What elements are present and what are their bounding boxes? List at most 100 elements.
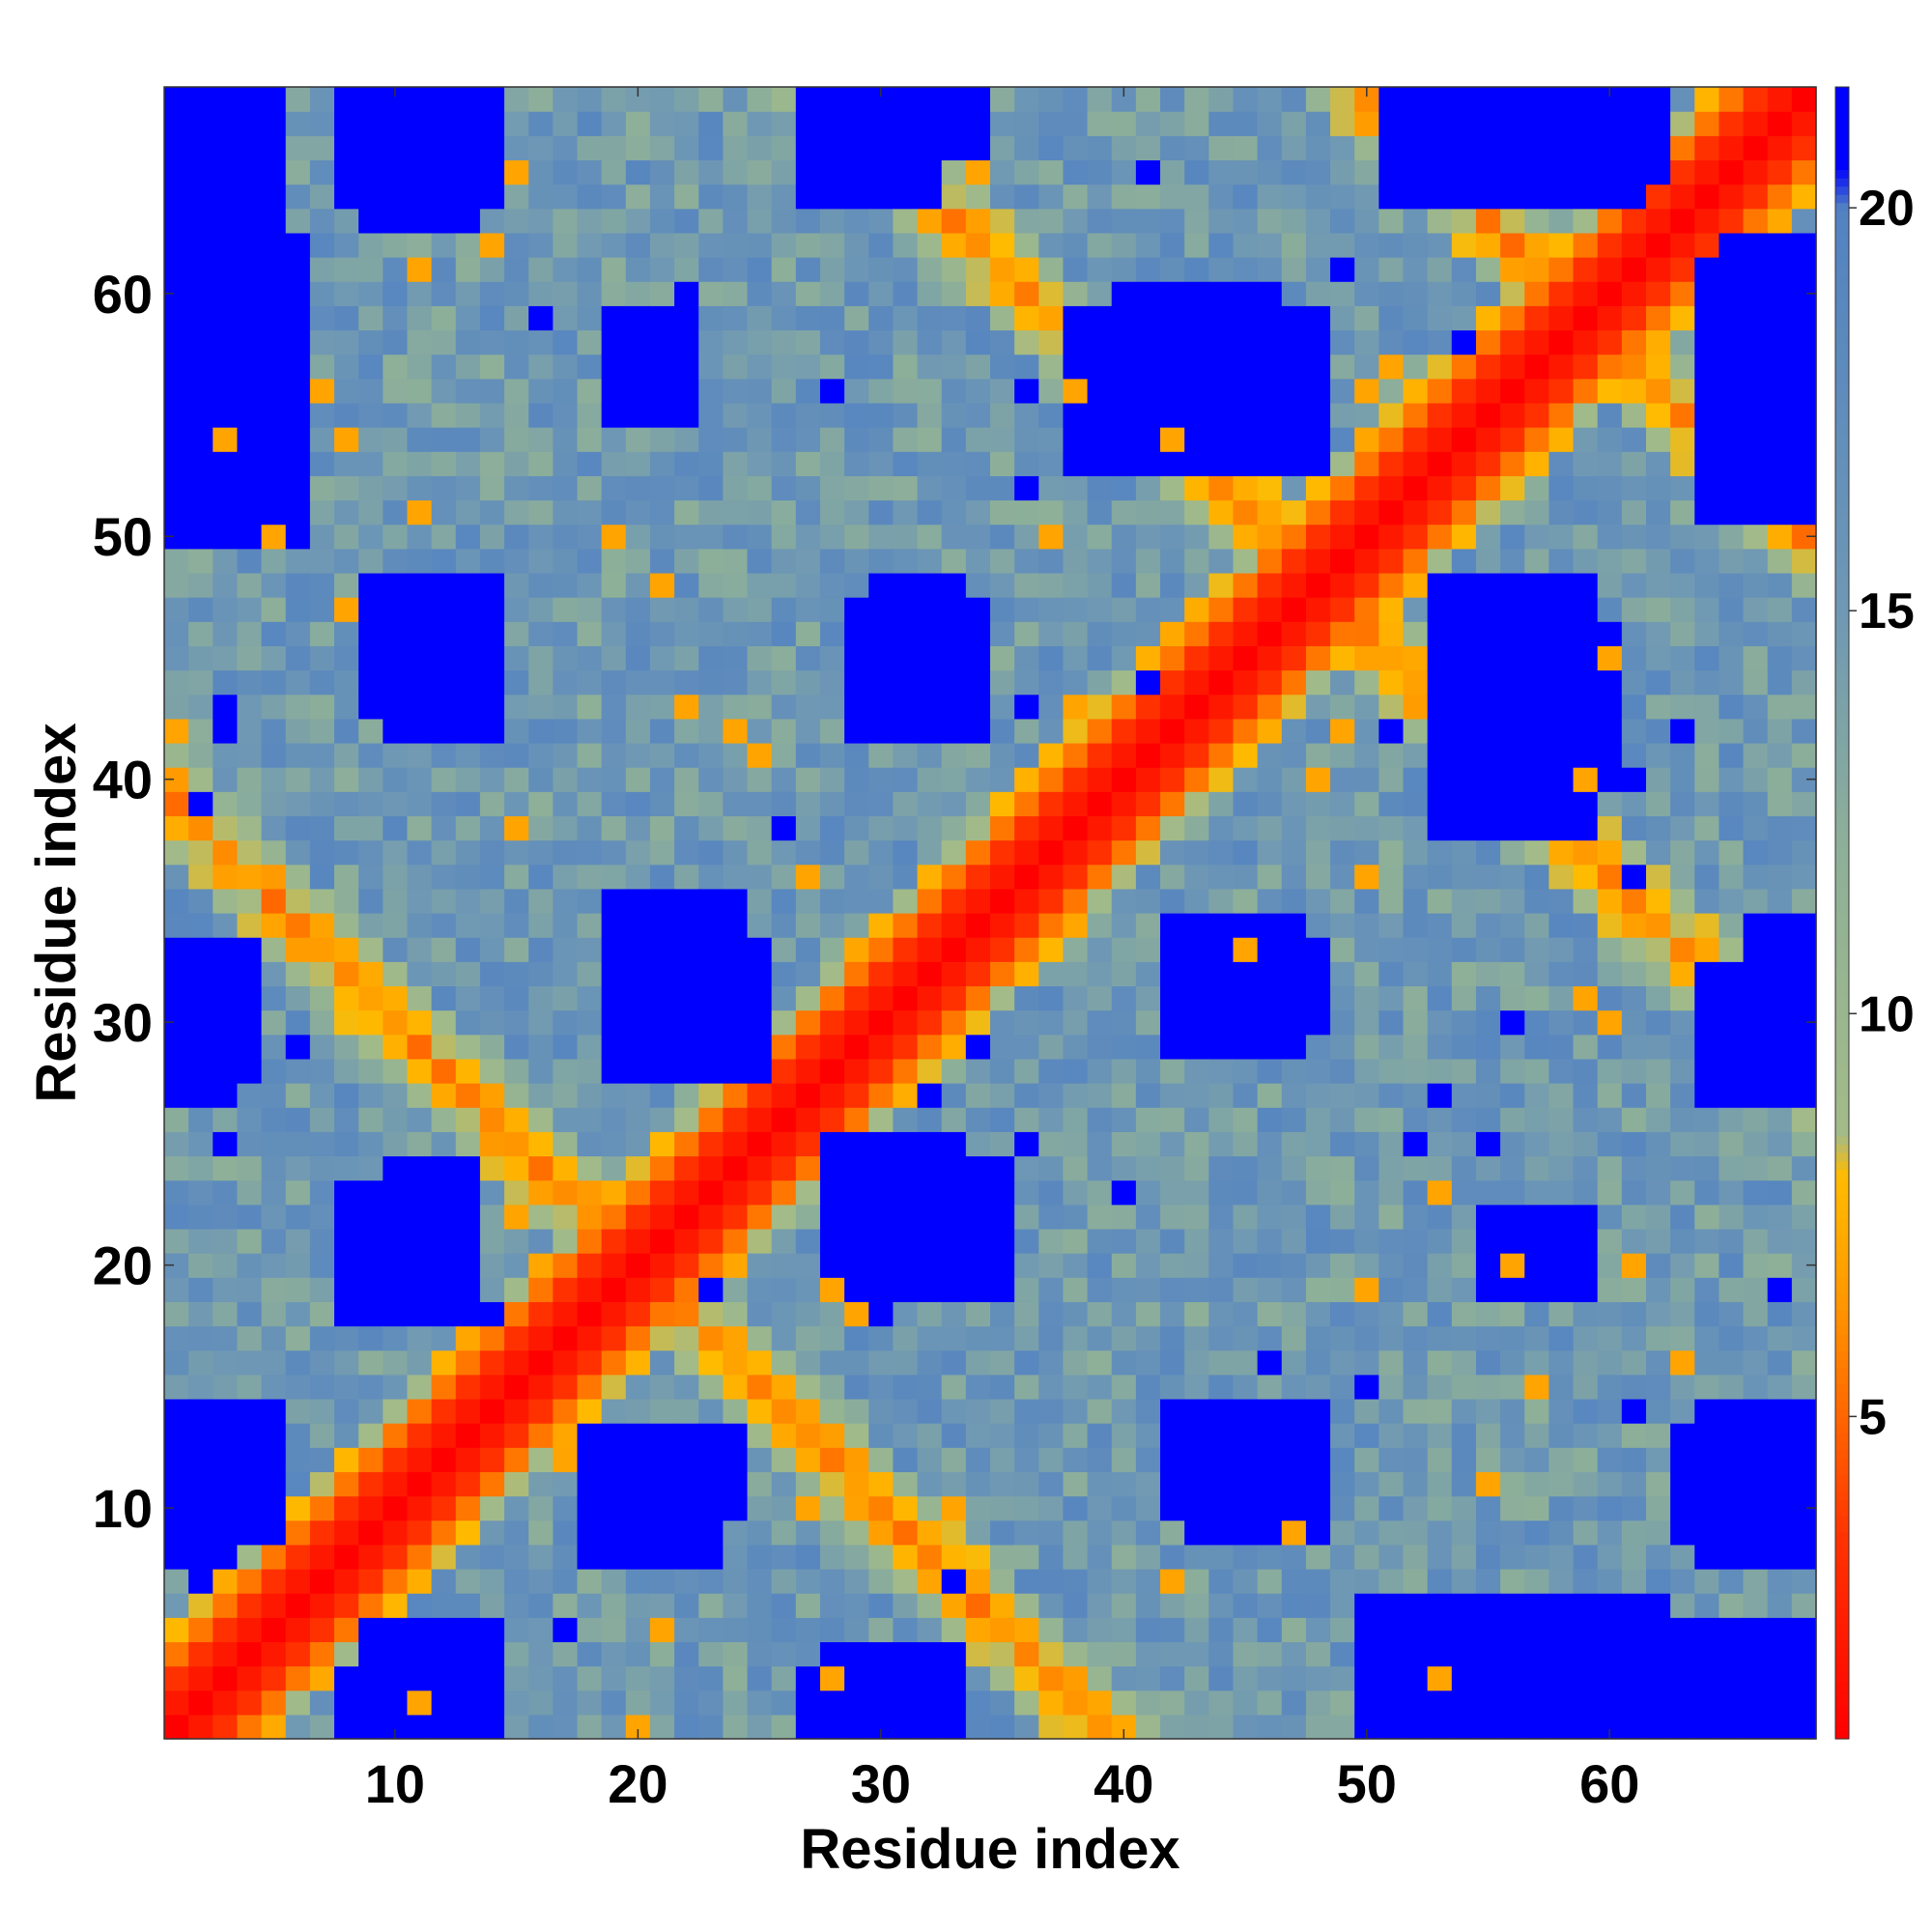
heatmap-cell: [455, 742, 481, 768]
heatmap-cell: [577, 329, 603, 355]
heatmap-cell: [1233, 354, 1259, 380]
heatmap-cell: [1233, 597, 1259, 622]
heatmap-cell: [1354, 208, 1379, 234]
heatmap-cell: [1475, 232, 1501, 258]
heatmap-cell: [213, 985, 239, 1011]
heatmap-cell: [455, 305, 481, 331]
heatmap-cell: [455, 985, 481, 1011]
heatmap-cell: [1573, 1179, 1599, 1206]
heatmap-cell: [1208, 135, 1235, 161]
heatmap-cell: [431, 1131, 457, 1157]
heatmap-cell: [188, 135, 213, 161]
heatmap-cell: [1354, 1107, 1379, 1132]
heatmap-cell: [1427, 1641, 1453, 1667]
heatmap-cell: [1451, 87, 1477, 112]
heatmap-cell: [528, 742, 554, 768]
heatmap-cell: [309, 1544, 335, 1570]
heatmap-cell: [1475, 548, 1501, 574]
heatmap-cell: [1330, 1495, 1355, 1521]
heatmap-cell: [844, 718, 869, 744]
heatmap-cell: [1111, 815, 1137, 841]
heatmap-cell: [625, 669, 651, 696]
heatmap-cell: [1451, 232, 1477, 258]
heatmap-cell: [698, 1398, 724, 1424]
heatmap-cell: [1135, 621, 1161, 646]
heatmap-cell: [1475, 305, 1501, 331]
heatmap-cell: [577, 1204, 603, 1230]
heatmap-cell: [965, 159, 991, 185]
heatmap-cell: [1135, 1009, 1161, 1036]
heatmap-cell: [1427, 961, 1453, 987]
heatmap-cell: [455, 815, 481, 841]
heatmap-cell: [1038, 621, 1065, 646]
heatmap-cell: [771, 402, 797, 428]
heatmap-cell: [1111, 1544, 1137, 1570]
heatmap-cell: [1038, 572, 1065, 598]
heatmap-cell: [383, 1641, 409, 1667]
heatmap-cell: [1427, 1301, 1453, 1327]
heatmap-cell: [1087, 645, 1113, 671]
heatmap-cell: [844, 645, 869, 671]
heatmap-cell: [1208, 329, 1235, 355]
heatmap-cell: [1014, 1495, 1039, 1521]
heatmap-cell: [261, 135, 287, 161]
heatmap-cell: [577, 1058, 603, 1084]
heatmap-cell: [1403, 694, 1429, 720]
heatmap-cell: [1038, 1155, 1065, 1181]
heatmap-cell: [1719, 378, 1745, 404]
heatmap-cell: [1208, 767, 1235, 792]
heatmap-cell: [504, 1665, 529, 1691]
heatmap-cell: [1694, 208, 1720, 234]
heatmap-cell: [601, 402, 627, 428]
heatmap-cell: [358, 1374, 384, 1400]
heatmap-cell: [965, 1495, 991, 1521]
heatmap-cell: [1160, 1058, 1185, 1084]
heatmap-cell: [285, 1568, 311, 1594]
heatmap-cell: [1063, 1593, 1089, 1618]
heatmap-cell: [1257, 1714, 1283, 1740]
heatmap-cell: [1184, 1034, 1209, 1060]
heatmap-cell: [1548, 1568, 1575, 1594]
heatmap-cell: [747, 135, 773, 161]
heatmap-cell: [285, 1179, 311, 1206]
heatmap-cell: [965, 1204, 991, 1230]
heatmap-cell: [1743, 135, 1769, 161]
heatmap-cell: [1645, 257, 1671, 282]
heatmap-cell: [455, 208, 481, 234]
heatmap-cell: [698, 1593, 724, 1618]
heatmap-cell: [1475, 1495, 1501, 1521]
heatmap-cell: [649, 1301, 675, 1327]
heatmap-cell: [1451, 1568, 1477, 1594]
heatmap-cell: [1330, 985, 1355, 1011]
heatmap-cell: [819, 839, 845, 866]
heatmap-cell: [674, 499, 699, 526]
heatmap-cell: [990, 839, 1015, 866]
heatmap-cell: [1330, 1641, 1355, 1667]
colorbar-segment: [1835, 690, 1849, 699]
heatmap-cell: [893, 281, 919, 306]
heatmap-cell: [1451, 718, 1477, 744]
heatmap-cell: [941, 1350, 967, 1376]
heatmap-cell: [601, 1617, 627, 1643]
heatmap-cell: [1330, 208, 1355, 234]
heatmap-cell: [649, 791, 675, 817]
heatmap-cell: [1378, 961, 1405, 987]
heatmap-cell: [431, 888, 457, 914]
heatmap-cell: [795, 402, 821, 428]
heatmap-cell: [1791, 913, 1817, 938]
heatmap-cell: [1184, 1277, 1209, 1302]
heatmap-cell: [1524, 1423, 1549, 1448]
x-tick-label: 30: [851, 1753, 911, 1814]
heatmap-cell: [868, 1034, 895, 1060]
heatmap-cell: [1500, 1398, 1525, 1424]
heatmap-cell: [1063, 961, 1089, 987]
heatmap-cell: [407, 402, 433, 428]
heatmap-cell: [771, 1398, 797, 1424]
heatmap-cell: [1524, 791, 1549, 817]
heatmap-cell: [1160, 1301, 1185, 1327]
heatmap-cell: [771, 742, 797, 768]
heatmap-cell: [1038, 184, 1065, 210]
heatmap-cell: [479, 742, 505, 768]
heatmap-cell: [1670, 1374, 1695, 1400]
heatmap-cell: [334, 1520, 359, 1546]
